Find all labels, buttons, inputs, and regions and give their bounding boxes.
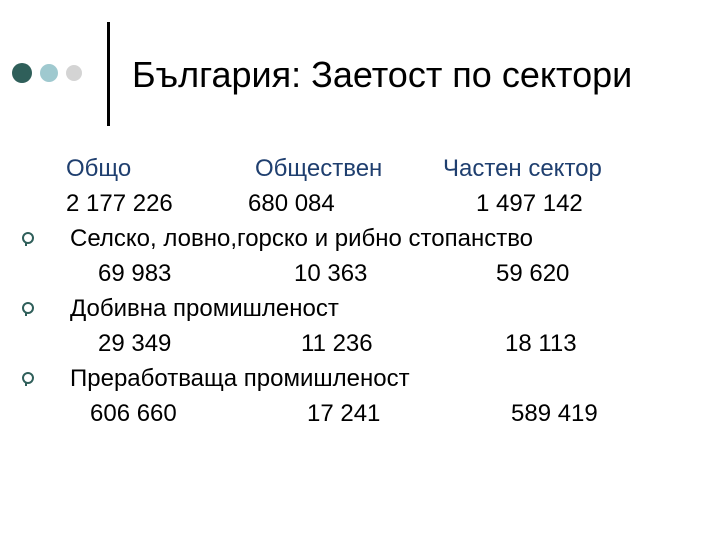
title-divider	[107, 22, 110, 126]
sector-private: 59 620	[496, 260, 570, 287]
sector-private: 589 419	[511, 400, 598, 427]
sector-public: 11 236	[301, 330, 373, 357]
bullet-icon	[22, 302, 34, 316]
sector-total: 606 660	[90, 400, 177, 427]
header-private: Частен сектор	[443, 155, 602, 182]
header-public: Обществен	[255, 155, 383, 182]
sector-public: 10 363	[294, 260, 368, 287]
sector-private: 18 113	[505, 330, 577, 357]
sector-total: 29 349	[98, 330, 172, 357]
sector-name: Селско, ловно,горско и рибно стопанство	[70, 225, 534, 252]
bullet-icon	[22, 232, 34, 246]
decor-dot-light	[40, 64, 58, 82]
decor-dot-grey	[66, 65, 82, 81]
decor-dot-dark	[12, 63, 32, 83]
sector-name: Преработваща промишленост	[70, 365, 410, 392]
bullet-icon	[22, 372, 34, 386]
header-total: Общо	[66, 155, 132, 182]
total-private: 1 497 142	[476, 190, 583, 217]
sector-total: 69 983	[98, 260, 172, 287]
sector-name: Добивна промишленост	[70, 295, 339, 322]
total-public: 680 084	[248, 190, 335, 217]
total-total: 2 177 226	[66, 190, 173, 217]
sector-public: 17 241	[307, 400, 381, 427]
slide-title: България: Заетост по сектори	[132, 54, 633, 95]
